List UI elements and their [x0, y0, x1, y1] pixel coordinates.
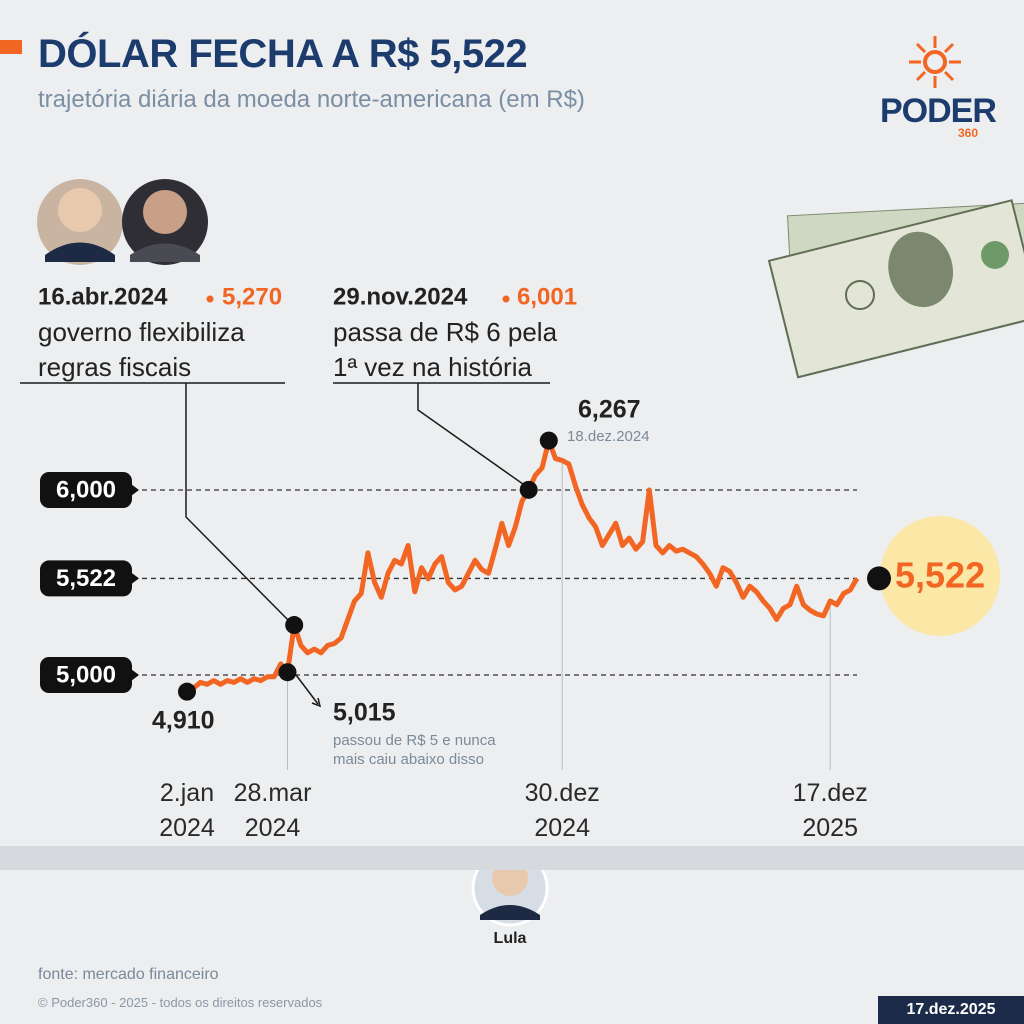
x-tick-label: 2.jan 2024: [159, 779, 215, 842]
annotation-text: 1ª vez na história: [333, 352, 532, 382]
subtitle: trajetória diária da moeda norte-america…: [38, 86, 585, 113]
tick-pointer: [131, 669, 139, 681]
value-label: 5,015: [333, 699, 396, 727]
point-marker: [519, 480, 538, 499]
x-tick-label: 28.mar 2024: [233, 779, 312, 842]
point-marker: [178, 682, 196, 701]
annotation-text: mais caiu abaixo disso: [333, 751, 484, 768]
tick-pill: [40, 657, 132, 693]
annotation-date: 16.abr.2024: [38, 283, 168, 310]
logo-sun: [909, 36, 961, 88]
value-label: 5,522: [895, 555, 985, 596]
annotation-date: 29.nov.2024: [333, 283, 468, 310]
x-tick-label: 30.dez 2024: [524, 779, 600, 842]
source: fonte: mercado financeiro: [38, 966, 219, 983]
separator: [502, 295, 510, 303]
y-tick-label: 5,522: [56, 565, 116, 592]
annotation-text: governo flexibiliza: [38, 317, 245, 347]
dollar-bills: [767, 199, 1024, 379]
value-label: 6,001: [517, 283, 577, 310]
y-tick-label: 6,000: [56, 476, 116, 503]
leaders: [20, 382, 550, 708]
x-tick-label: 17.dez 2025: [792, 779, 868, 842]
timeline-band: [0, 846, 1024, 870]
annotation-date: 18.dez.2024: [567, 428, 650, 445]
point-marker: [539, 431, 558, 450]
value-label: 6,267: [578, 396, 641, 424]
tick-pill: [40, 560, 132, 597]
copyright: © Poder360 - 2025 - todos os direitos re…: [38, 995, 323, 1010]
value-label: 4,910: [152, 707, 215, 735]
point-marker: [867, 566, 891, 591]
value-label: 5,270: [222, 283, 282, 310]
brand-sub: 360: [958, 126, 979, 140]
y-tick-label: 5,000: [56, 661, 116, 688]
annotation-text: regras fiscais: [38, 352, 191, 382]
tick-pointer: [131, 484, 139, 496]
tick-pill: [40, 472, 132, 508]
price-line: [185, 438, 860, 694]
title: DÓLAR FECHA A R$ 5,522: [38, 32, 528, 76]
brand: PODER: [880, 92, 997, 130]
publish-date: 17.dez.2025: [878, 996, 1024, 1024]
point-marker: [278, 663, 297, 682]
separator: [206, 295, 214, 303]
photo-caption: Lula: [493, 930, 527, 947]
annotation-text: passa de R$ 6 pela: [333, 317, 558, 347]
title-accent: [0, 40, 22, 54]
annotation-text: passou de R$ 5 e nunca: [333, 732, 496, 749]
point-marker: [285, 616, 304, 635]
tick-pointer: [131, 572, 139, 585]
highlight-circle: [880, 516, 1000, 636]
